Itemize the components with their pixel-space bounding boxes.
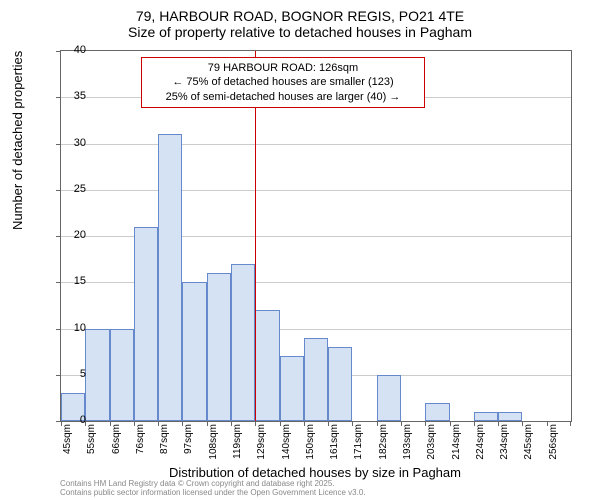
histogram-bar: [231, 264, 255, 421]
y-axis-label: Number of detached properties: [10, 51, 25, 230]
gridline: [61, 144, 571, 145]
x-tick-label: 87sqm: [159, 424, 170, 464]
x-tick-mark: [570, 421, 571, 426]
x-tick-label: 203sqm: [426, 424, 437, 464]
x-tick-label: 140sqm: [281, 424, 292, 464]
x-tick-label: 171sqm: [353, 424, 364, 464]
x-tick-label: 55sqm: [86, 424, 97, 464]
footer-attribution: Contains HM Land Registry data © Crown c…: [60, 480, 366, 498]
x-tick-label: 182sqm: [378, 424, 389, 464]
x-tick-label: 150sqm: [305, 424, 316, 464]
footer-line2: Contains public sector information licen…: [60, 489, 366, 498]
histogram-bar: [498, 412, 522, 421]
y-tick-label: 20: [56, 229, 86, 241]
y-tick-label: 25: [56, 183, 86, 195]
x-tick-label: 245sqm: [523, 424, 534, 464]
chart-title-sub: Size of property relative to detached ho…: [0, 24, 600, 40]
histogram-bar: [328, 347, 352, 421]
x-tick-label: 108sqm: [208, 424, 219, 464]
histogram-bar: [158, 134, 182, 421]
x-tick-label: 161sqm: [329, 424, 340, 464]
histogram-bar: [207, 273, 231, 421]
y-tick-label: 15: [56, 275, 86, 287]
histogram-bar: [110, 329, 134, 422]
x-tick-label: 234sqm: [499, 424, 510, 464]
histogram-bar: [134, 227, 158, 421]
chart-title-main: 79, HARBOUR ROAD, BOGNOR REGIS, PO21 4TE: [0, 0, 600, 24]
y-tick-label: 30: [56, 137, 86, 149]
histogram-bar: [425, 403, 449, 422]
histogram-bar: [182, 282, 206, 421]
x-tick-label: 129sqm: [256, 424, 267, 464]
annotation-box: 79 HARBOUR ROAD: 126sqm← 75% of detached…: [141, 57, 425, 108]
histogram-bar: [377, 375, 401, 421]
chart-container: 79, HARBOUR ROAD, BOGNOR REGIS, PO21 4TE…: [0, 0, 600, 500]
annotation-line1: 79 HARBOUR ROAD: 126sqm: [148, 61, 418, 75]
y-tick-label: 10: [56, 322, 86, 334]
histogram-bar: [280, 356, 304, 421]
histogram-bar: [255, 310, 279, 421]
annotation-line3: 25% of semi-detached houses are larger (…: [148, 90, 418, 104]
x-tick-label: 97sqm: [183, 424, 194, 464]
x-tick-label: 193sqm: [402, 424, 413, 464]
x-tick-label: 45sqm: [62, 424, 73, 464]
histogram-bar: [304, 338, 328, 421]
y-tick-label: 35: [56, 90, 86, 102]
x-tick-label: 76sqm: [135, 424, 146, 464]
x-tick-label: 214sqm: [451, 424, 462, 464]
x-tick-label: 256sqm: [548, 424, 559, 464]
histogram-bar: [474, 412, 498, 421]
plot-area: 79 HARBOUR ROAD: 126sqm← 75% of detached…: [60, 50, 572, 422]
histogram-bar: [85, 329, 109, 422]
y-tick-label: 5: [56, 368, 86, 380]
x-axis-label: Distribution of detached houses by size …: [60, 465, 570, 480]
y-tick-label: 40: [56, 44, 86, 56]
annotation-line2: ← 75% of detached houses are smaller (12…: [148, 75, 418, 89]
gridline: [61, 190, 571, 191]
x-tick-label: 224sqm: [475, 424, 486, 464]
x-tick-label: 119sqm: [232, 424, 243, 464]
x-tick-label: 66sqm: [111, 424, 122, 464]
